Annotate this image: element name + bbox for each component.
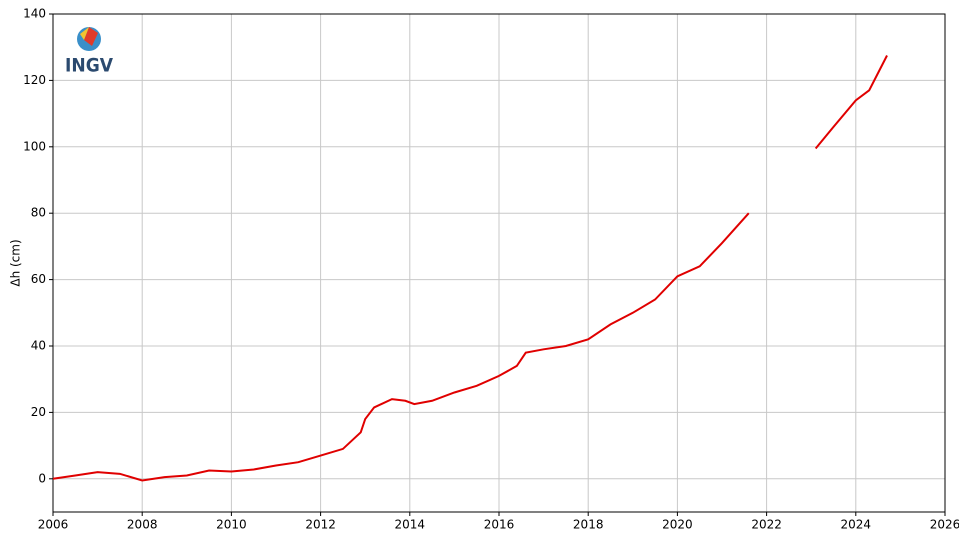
logo-text: INGV [65,55,114,77]
data-line [52,55,888,482]
x-tick-label: 2010 [216,518,247,531]
y-tick-label: 120 [23,73,46,87]
x-tick-label: 2024 [841,518,872,531]
plot-frame [52,13,946,513]
y-tick-label: 20 [31,405,46,419]
y-tick-label: 140 [23,7,46,21]
x-tick-label: 2020 [662,518,693,531]
logo-icon-part [80,27,89,40]
x-tick-label: 2016 [484,518,515,531]
y-tick-label: 80 [31,206,46,220]
x-tick-label: 2018 [573,518,604,531]
x-tick-label: 2006 [38,518,69,531]
y-tick-label: 0 [38,471,46,485]
logo-icon-part [84,27,98,46]
x-tick-label: 2026 [930,518,959,531]
y-tick-label: 40 [31,339,46,353]
y-tick-label: 60 [31,272,46,286]
x-tick-label: 2022 [751,518,782,531]
y-axis-label: Δh (cm) [9,239,23,286]
x-tick-label: 2012 [305,518,336,531]
x-tick-label: 2008 [127,518,158,531]
y-tick-label: 100 [23,139,46,153]
x-tick-label: 2014 [395,518,426,531]
